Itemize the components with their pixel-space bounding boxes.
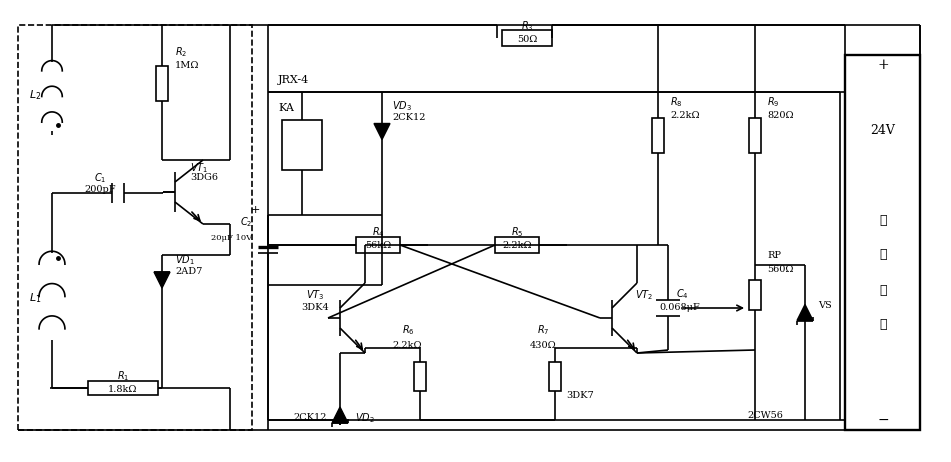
Bar bbox=[502, 30, 552, 46]
Text: $R_6$: $R_6$ bbox=[401, 323, 415, 337]
Bar bbox=[845, 55, 920, 430]
Text: $L_2$: $L_2$ bbox=[29, 88, 41, 102]
Text: 2AD7: 2AD7 bbox=[175, 267, 203, 276]
Text: $VT_3$: $VT_3$ bbox=[306, 288, 324, 302]
Text: RP: RP bbox=[767, 250, 781, 260]
Text: $VD_3$: $VD_3$ bbox=[392, 99, 412, 113]
Text: $VT_2$: $VT_2$ bbox=[635, 288, 653, 302]
Text: $L_1$: $L_1$ bbox=[29, 291, 41, 305]
Text: $R_3$: $R_3$ bbox=[521, 19, 534, 33]
Text: $R_9$: $R_9$ bbox=[767, 95, 780, 109]
Bar bbox=[156, 66, 168, 101]
Text: 24V: 24V bbox=[870, 123, 896, 136]
Text: $C_4$: $C_4$ bbox=[675, 287, 689, 301]
Text: $VD_1$: $VD_1$ bbox=[175, 253, 195, 267]
Text: 3DG6: 3DG6 bbox=[190, 174, 218, 182]
Text: 20μF 10V: 20μF 10V bbox=[211, 234, 252, 242]
Text: $C_1$: $C_1$ bbox=[94, 171, 107, 185]
Text: 2CK12: 2CK12 bbox=[392, 114, 425, 122]
Text: JRX-4: JRX-4 bbox=[278, 75, 309, 85]
Polygon shape bbox=[332, 407, 348, 423]
Text: 2.2kΩ: 2.2kΩ bbox=[502, 242, 532, 250]
Text: 56kΩ: 56kΩ bbox=[365, 242, 391, 250]
Text: 430Ω: 430Ω bbox=[530, 340, 556, 349]
Text: 820Ω: 820Ω bbox=[767, 111, 794, 121]
Text: 压: 压 bbox=[880, 249, 886, 261]
Text: 稳: 稳 bbox=[880, 213, 886, 226]
Text: VS: VS bbox=[818, 300, 832, 310]
Text: 电: 电 bbox=[880, 284, 886, 297]
Text: $R_2$: $R_2$ bbox=[175, 45, 187, 59]
Text: −: − bbox=[877, 413, 889, 427]
Text: 1.8kΩ: 1.8kΩ bbox=[108, 385, 138, 395]
Bar bbox=[282, 120, 322, 170]
Text: +: + bbox=[877, 58, 889, 72]
Text: +: + bbox=[251, 205, 260, 215]
Text: $R_7$: $R_7$ bbox=[536, 323, 550, 337]
Text: 2.2kΩ: 2.2kΩ bbox=[392, 340, 422, 349]
Text: $R_1$: $R_1$ bbox=[117, 369, 129, 383]
Text: 2.2kΩ: 2.2kΩ bbox=[670, 111, 700, 121]
Bar bbox=[414, 362, 426, 391]
Bar bbox=[356, 237, 400, 253]
Bar bbox=[749, 117, 761, 152]
Text: $R_5$: $R_5$ bbox=[511, 225, 523, 239]
Text: $R_4$: $R_4$ bbox=[372, 225, 384, 239]
Bar bbox=[495, 237, 539, 253]
Text: 1MΩ: 1MΩ bbox=[175, 61, 200, 69]
Text: 560Ω: 560Ω bbox=[767, 266, 793, 274]
Polygon shape bbox=[797, 304, 813, 321]
Text: 3DK7: 3DK7 bbox=[566, 390, 593, 400]
Polygon shape bbox=[154, 272, 170, 288]
Text: 2CK12: 2CK12 bbox=[293, 413, 327, 423]
Text: $VT_1$: $VT_1$ bbox=[190, 161, 208, 175]
Text: 3DK4: 3DK4 bbox=[301, 304, 329, 312]
Text: $R_8$: $R_8$ bbox=[670, 95, 683, 109]
Text: 50Ω: 50Ω bbox=[516, 36, 537, 44]
Bar bbox=[88, 381, 158, 395]
Text: 2CW56: 2CW56 bbox=[747, 411, 783, 419]
Text: KA: KA bbox=[278, 103, 294, 113]
Polygon shape bbox=[374, 123, 390, 140]
Bar bbox=[652, 117, 664, 152]
Text: $C_2$: $C_2$ bbox=[240, 215, 252, 229]
Text: 0.068μF: 0.068μF bbox=[660, 304, 700, 312]
Text: 源: 源 bbox=[880, 318, 886, 332]
Text: 200pF: 200pF bbox=[85, 186, 116, 195]
Bar bbox=[749, 280, 761, 310]
Text: $VD_2$: $VD_2$ bbox=[355, 411, 375, 425]
Bar bbox=[549, 362, 561, 391]
